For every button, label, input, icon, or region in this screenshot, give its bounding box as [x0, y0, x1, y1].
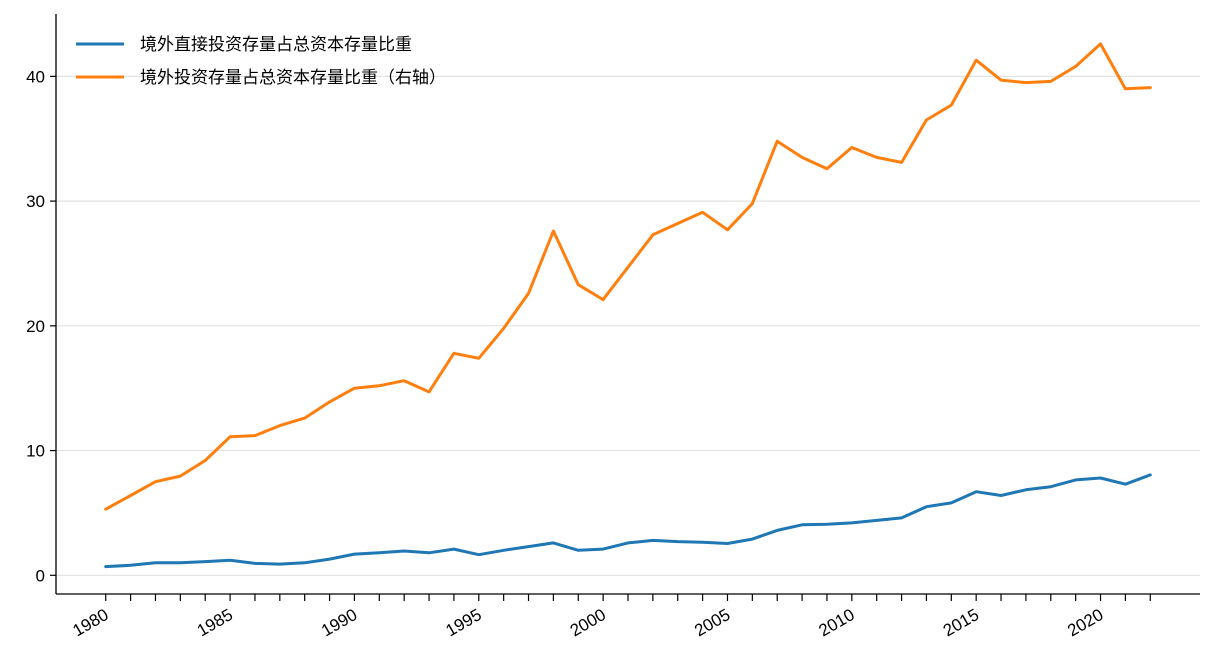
legend-label-oi: 境外投资存量占总资本存量比重（右轴） [140, 68, 446, 88]
series-line-1 [104, 42, 1152, 511]
y-tick-label-0: 0 [36, 566, 45, 585]
legend-label-fdi: 境外直接投资存量占总资本存量比重 [140, 35, 412, 55]
x-tick-label-1995: 1995 [443, 605, 485, 640]
series-line-0 [104, 473, 1152, 569]
x-tick-label-1990: 1990 [318, 605, 360, 640]
x-tick-label-1985: 1985 [194, 605, 236, 640]
y-tick-label-20: 20 [26, 317, 45, 336]
grid-lines [56, 75, 1200, 576]
x-ticks: 1980 1985 1990 1995 2000 2005 2010 2015 2020 [69, 594, 1151, 640]
y-tick-label-40: 40 [26, 67, 45, 86]
x-tick-label-2000: 2000 [567, 605, 609, 640]
series-lines [104, 42, 1152, 569]
x-tick-label-2015: 2015 [940, 605, 982, 640]
x-tick-label-1980: 1980 [69, 605, 111, 640]
y-tick-label-30: 30 [26, 192, 45, 211]
legend: 境外直接投资存量占总资本存量比重 境外投资存量占总资本存量比重（右轴） [76, 35, 446, 88]
y-ticks: 0 10 20 30 40 [26, 67, 56, 585]
axes [55, 14, 1200, 595]
x-tick-label-2010: 2010 [816, 605, 858, 640]
y-tick-label-10: 10 [26, 442, 45, 461]
x-tick-label-2020: 2020 [1064, 605, 1106, 640]
x-tick-label-2005: 2005 [691, 605, 733, 640]
